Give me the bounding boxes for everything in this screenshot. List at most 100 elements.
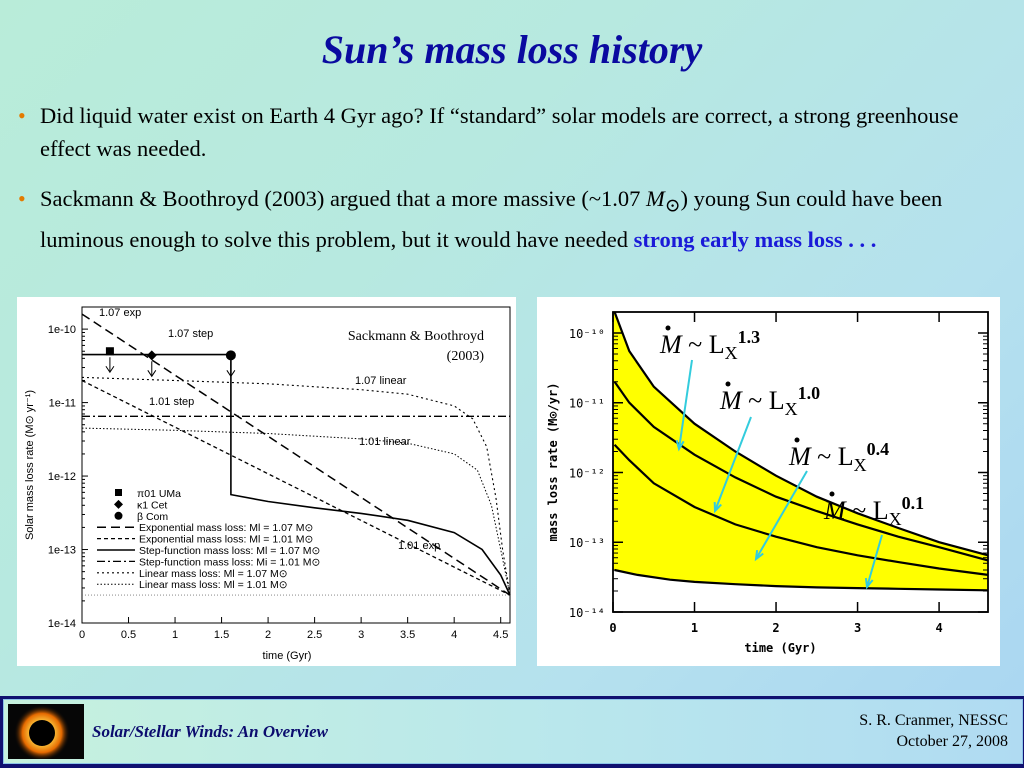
legend-label: Step-function mass loss: Mi = 1.01 M⊙ [139,556,320,568]
footer-panel: Solar/Stellar Winds: An Overview S. R. C… [3,699,1023,764]
mdot-label-10: M ~ LX1.0 [719,383,820,419]
series-line [81,313,511,596]
x-axis-label: time (Gyr) [744,641,816,655]
upper-limit-arrowhead [105,365,115,374]
y-tick-label: 1e-14 [48,618,76,630]
y-tick-label: 10⁻¹⁴ [569,606,605,620]
bullet-2-sun-symbol: ⊙ [664,195,681,217]
bullet-marker: • [18,103,26,128]
x-tick-label: 2.5 [307,629,322,641]
x-tick-label: 3 [358,629,364,641]
x-tick-label: 0 [609,621,616,635]
series-line [613,381,989,562]
pointer-arrow [678,359,693,450]
pointer-arrowhead [675,440,685,452]
y-tick-label: 1e-13 [48,545,76,557]
pointer-arrow [755,470,808,560]
x-tick-label: 4 [935,621,942,635]
x-tick-label: 1.5 [214,629,229,641]
mdot-label-04: M ~ LX0.4 [788,439,889,475]
x-tick-label: 2 [772,621,779,635]
bullet-2-text-a: Sackmann & Boothroyd (2003) argued that … [40,186,647,211]
uncertainty-band [613,312,988,591]
bullet-marker: • [18,186,26,211]
series-line [81,376,511,596]
y-axis-label: Solar mass loss rate (M⊙ yr⁻¹) [24,390,36,540]
legend-label: Exponential mass loss: Ml = 1.01 M⊙ [139,534,313,546]
legend-marker-diamond [114,499,123,509]
bullet-2-text-b: ) young Sun could have been luminous eno… [40,186,943,252]
y-tick-label: 10⁻¹⁰ [569,327,605,341]
x-tick-label: 1 [172,629,178,641]
bullet-1-text: Did liquid water exist on Earth 4 Gyr ag… [40,103,959,161]
point-square [105,347,114,356]
footer-author: S. R. Cranmer, NESSC [859,712,1008,729]
mdot-label-13: M ~ LX1.3 [659,327,760,363]
series-line [613,443,989,576]
legend-label: β Com [137,511,168,523]
eclipse-logo [8,704,84,759]
x-tick-label: 3.5 [400,629,415,641]
pointer-arrowhead [864,577,874,590]
legend-label: Linear mass loss: Ml = 1.07 M⊙ [139,568,288,580]
x-tick-label: 4.5 [493,629,508,641]
x-tick-label: 4 [451,629,457,641]
y-tick-label: 10⁻¹³ [569,536,605,550]
footer-date: October 27, 2008 [896,733,1008,750]
legend-marker-square [115,489,122,496]
curve-label: 1.07 linear [355,375,407,387]
legend-marker-circle [114,511,123,520]
series-line [613,311,989,557]
series-line [82,353,511,596]
legend-label: Linear mass loss: Ml = 1.01 M⊙ [139,579,288,591]
mdot-dot [794,437,800,443]
x-tick-label: 2 [265,629,271,641]
pointer-arrowhead [713,501,722,514]
legend-label: Step-function mass loss: Ml = 1.07 M⊙ [139,545,320,557]
point-diamond [146,350,157,361]
mdot-dot [829,491,835,497]
series-line [614,568,989,592]
series-line [81,427,511,596]
curve-label: 1.01 linear [359,436,411,448]
mdot-dot [725,381,731,387]
chart-right: 10⁻¹⁰ 10⁻¹¹ 10⁻¹² 10⁻¹³ 10⁻¹⁴ 0 1 2 3 4 time (Gyr)… [546,311,989,655]
curve-label: 1.07 step [168,328,213,340]
point-circle [225,350,236,361]
mdot-label-01: M ~ LX0.1 [823,493,924,529]
y-tick-label: 1e-10 [48,324,76,336]
bullet-2-mass-symbol: M [646,186,665,211]
y-tick-label: 10⁻¹¹ [569,397,605,411]
x-tick-label: 0 [79,629,85,641]
chart-left-panel: 1e-10 1e-11 1e-12 1e-13 1e-14 0 0.5 1 1.5 2 2.5 3 3.… [17,297,516,666]
legend-label: π01 UMa [137,488,181,500]
pointer-arrow [714,416,752,512]
y-tick-label: 1e-12 [48,471,76,483]
footer-bar: Solar/Stellar Winds: An Overview S. R. C… [0,696,1024,768]
plot-frame [612,311,989,613]
y-tick-label: 10⁻¹² [569,466,605,480]
pointer-arrow [866,534,883,588]
curve-label: 1.01 step [149,396,194,408]
bullet-1: • Did liquid water exist on Earth 4 Gyr … [18,99,1000,165]
slide-title: Sun’s mass loss history [321,27,703,72]
y-tick-label: 1e-11 [49,398,76,410]
mdot-dot [665,325,671,331]
plot-frame [81,306,511,624]
footer-credit: S. R. Cranmer, NESSC October 27, 2008 [859,710,1008,752]
x-tick-label: 3 [854,621,861,635]
bullet-2: • Sackmann & Boothroyd (2003) argued tha… [18,182,1000,256]
bullet-2-highlight: strong early mass loss . . . [633,226,877,252]
curve-label: 1.01 exp [398,540,440,552]
chart-left: 1e-10 1e-11 1e-12 1e-13 1e-140 0.5 1 1.5 2 2.5 3 3.… [24,306,511,662]
legend-label: κ1 Cet [137,499,167,511]
curve-label: 1.07 exp [99,307,141,319]
x-axis-label: time (Gyr) [263,650,312,662]
y-axis-label: mass loss rate (M⊙/yr) [546,383,560,542]
pointer-arrowhead [754,549,764,562]
chart-annotation: Sackmann & Boothroyd [348,329,484,344]
x-tick-label: 1 [691,621,698,635]
upper-limit-arrowhead [226,370,236,378]
footer-title: Solar/Stellar Winds: An Overview [92,722,328,741]
chart-right-panel: 10⁻¹⁰ 10⁻¹¹ 10⁻¹² 10⁻¹³ 10⁻¹⁴ 0 1 2 3 4 time (Gyr)… [537,297,1000,666]
